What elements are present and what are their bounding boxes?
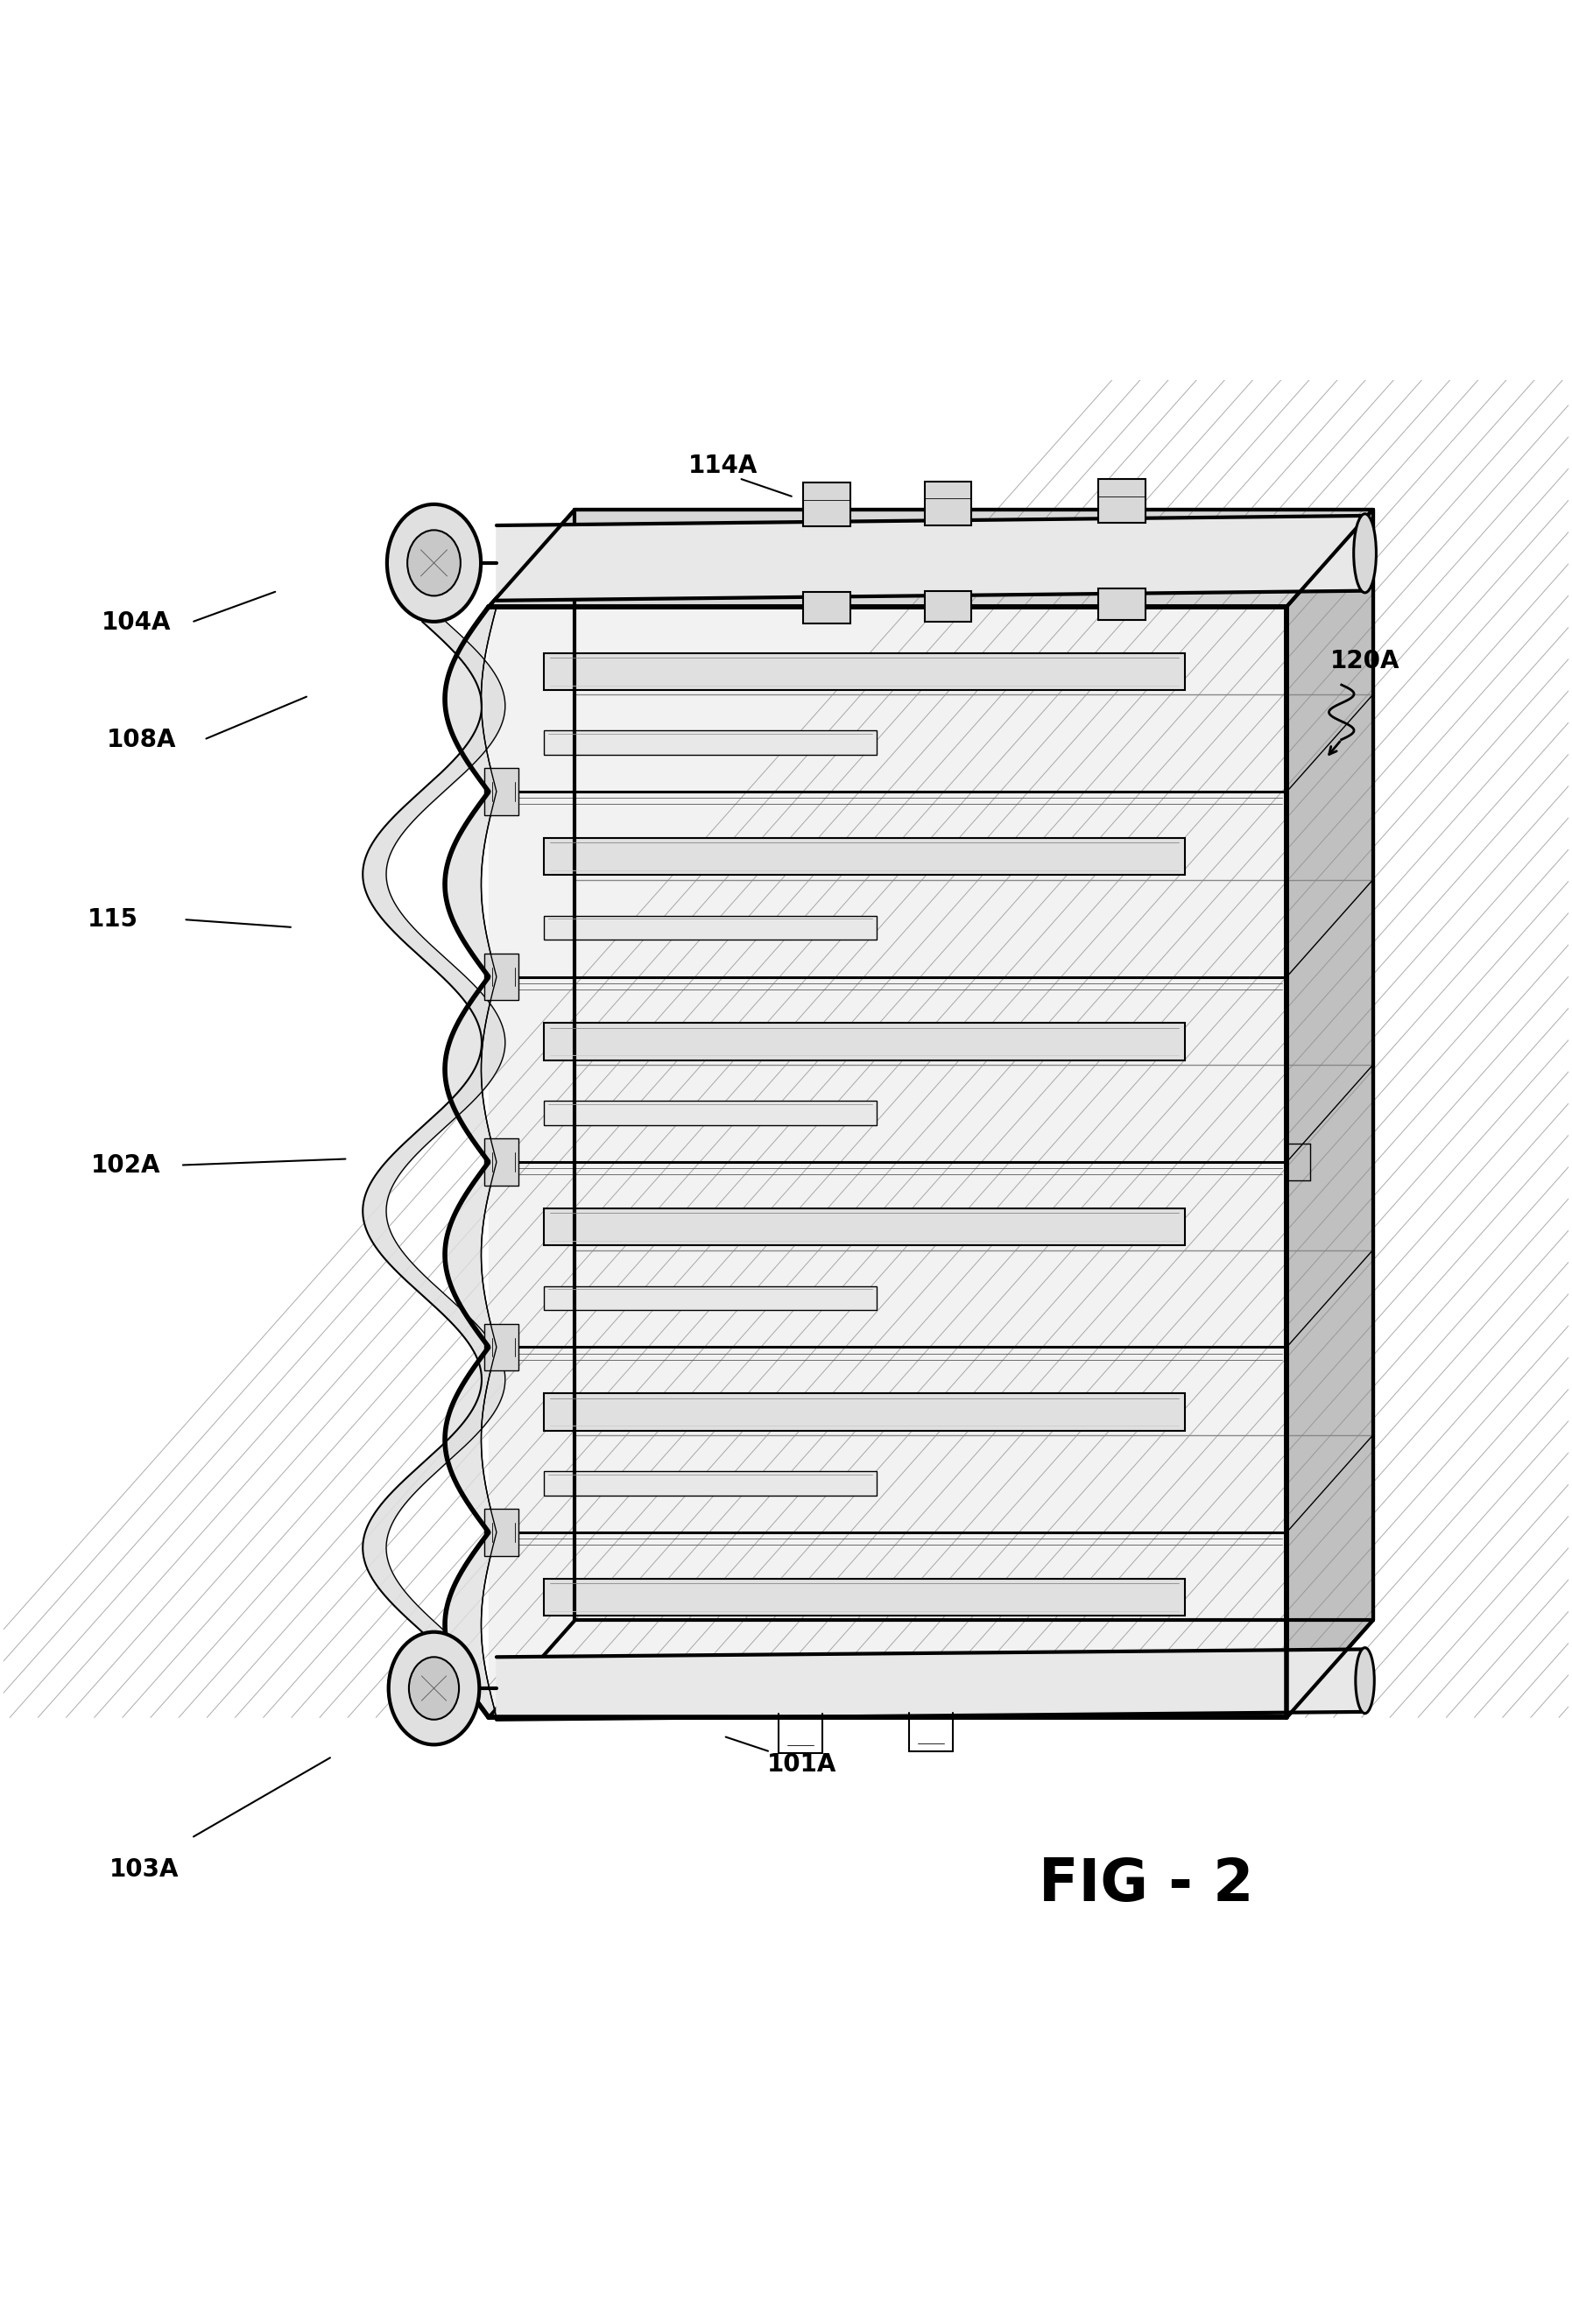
Ellipse shape (409, 1657, 459, 1720)
Bar (544, 1394, 1185, 1432)
Bar (484, 1508, 519, 1555)
Polygon shape (1287, 509, 1372, 1717)
Text: 103A: 103A (110, 1857, 179, 1882)
Bar (544, 1657, 877, 1680)
Polygon shape (489, 509, 1372, 607)
Bar (484, 1325, 519, 1371)
Bar (544, 1285, 877, 1311)
Bar (1099, 588, 1146, 621)
Bar (484, 1139, 519, 1185)
Ellipse shape (1353, 514, 1376, 593)
Polygon shape (497, 516, 1364, 600)
Text: 104A: 104A (102, 609, 171, 634)
Bar (544, 1471, 877, 1494)
Bar (544, 1208, 1185, 1246)
Text: 102A: 102A (91, 1153, 160, 1178)
Bar (544, 916, 877, 939)
Ellipse shape (407, 530, 461, 595)
Bar (484, 769, 519, 816)
Bar (544, 1023, 1185, 1060)
Ellipse shape (387, 504, 481, 621)
Bar (544, 653, 1185, 690)
Bar (924, 481, 971, 525)
Bar (544, 1102, 877, 1125)
Text: 115: 115 (88, 906, 138, 932)
Bar (1099, 479, 1146, 523)
Text: 120A: 120A (1330, 648, 1399, 674)
Bar (484, 953, 519, 999)
Bar (544, 839, 1185, 876)
Text: FIG - 2: FIG - 2 (1039, 1857, 1253, 1913)
Bar (803, 593, 850, 623)
Text: 108A: 108A (107, 727, 176, 753)
Bar (803, 483, 850, 528)
Bar (544, 1578, 1185, 1615)
Polygon shape (489, 607, 1287, 1717)
Text: 114A: 114A (689, 453, 758, 479)
Bar (924, 590, 971, 623)
Ellipse shape (1355, 1648, 1374, 1713)
Text: 101A: 101A (767, 1752, 836, 1776)
Ellipse shape (388, 1631, 479, 1745)
Bar (544, 730, 877, 755)
Polygon shape (497, 1650, 1364, 1720)
